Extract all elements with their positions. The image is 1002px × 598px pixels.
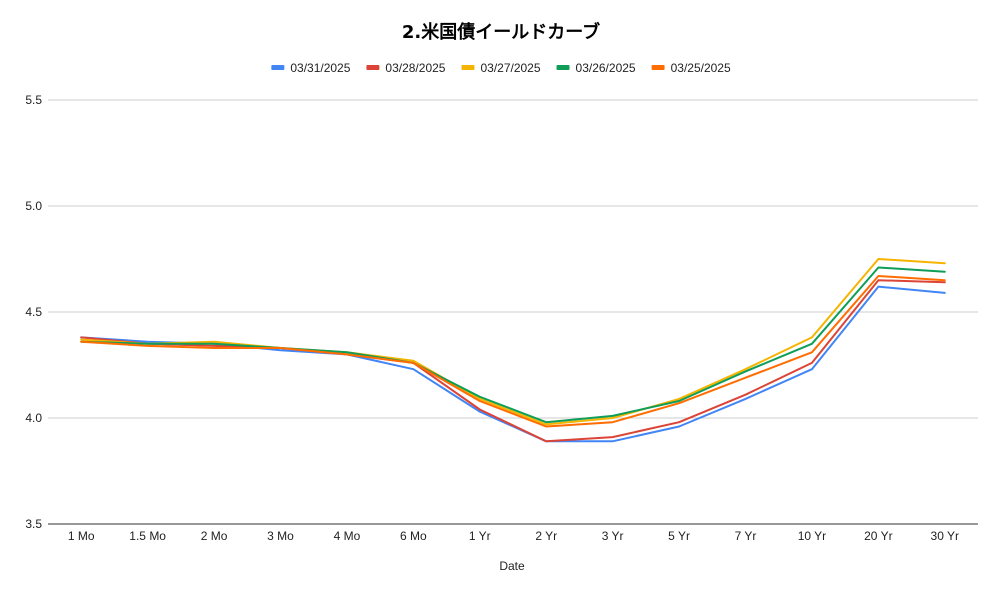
- x-tick-label: 3 Mo: [267, 529, 294, 543]
- x-tick-label: 1 Yr: [469, 529, 491, 543]
- legend-label: 03/26/2025: [576, 61, 636, 75]
- legend-swatch: [461, 65, 475, 70]
- y-tick-label: 5.0: [25, 199, 42, 213]
- legend-swatch: [271, 65, 285, 70]
- series-line-03-28-2025: [80, 279, 946, 443]
- legend-item: 03/28/2025: [366, 61, 446, 75]
- x-tick-label: 5 Yr: [668, 529, 690, 543]
- x-axis-ticks: 1 Mo 1.5 Mo 2 Mo 3 Mo 4 Mo 6 Mo 1 Yr 2 Yr 3 Yr 5 …: [68, 529, 959, 543]
- series-line-03-25-2025: [80, 275, 946, 428]
- legend-label: 03/27/2025: [480, 61, 540, 75]
- y-tick-label: 5.5: [25, 93, 42, 107]
- legend-item: 03/27/2025: [461, 61, 541, 75]
- x-tick-label: 6 Mo: [400, 529, 427, 543]
- series-lines: [80, 258, 946, 443]
- legend-label: 03/25/2025: [671, 61, 731, 75]
- chart-title: 2.米国債イールドカーブ: [402, 21, 600, 43]
- series-line-03-27-2025: [80, 258, 946, 426]
- x-tick-label: 2 Yr: [535, 529, 557, 543]
- legend-swatch: [556, 65, 570, 70]
- x-tick-label: 20 Yr: [864, 529, 892, 543]
- legend-label: 03/31/2025: [290, 61, 350, 75]
- y-tick-label: 3.5: [25, 517, 42, 531]
- legend-swatch: [366, 65, 380, 70]
- x-tick-label: 2 Mo: [201, 529, 228, 543]
- x-tick-label: 10 Yr: [798, 529, 826, 543]
- legend-item: 03/31/2025: [271, 61, 351, 75]
- legend-item: 03/26/2025: [556, 61, 636, 75]
- y-tick-label: 4.0: [25, 411, 42, 425]
- y-axis-ticks: 3.5 4.0 4.5 5.0 5.5: [25, 93, 42, 531]
- legend-label: 03/28/2025: [385, 61, 445, 75]
- y-tick-label: 4.5: [25, 305, 42, 319]
- x-tick-label: 1 Mo: [68, 529, 95, 543]
- x-axis-label: Date: [499, 559, 525, 573]
- gridlines: [48, 99, 978, 525]
- legend-item: 03/25/2025: [651, 61, 731, 75]
- legend-swatch: [651, 65, 665, 70]
- series-line-03-26-2025: [80, 266, 946, 424]
- x-tick-label: 30 Yr: [931, 529, 959, 543]
- x-tick-label: 3 Yr: [602, 529, 624, 543]
- x-tick-label: 1.5 Mo: [129, 529, 166, 543]
- x-tick-label: 4 Mo: [334, 529, 361, 543]
- legend: 03/31/2025 03/28/2025 03/27/2025 03/26/2025…: [271, 61, 731, 75]
- x-tick-label: 7 Yr: [735, 529, 757, 543]
